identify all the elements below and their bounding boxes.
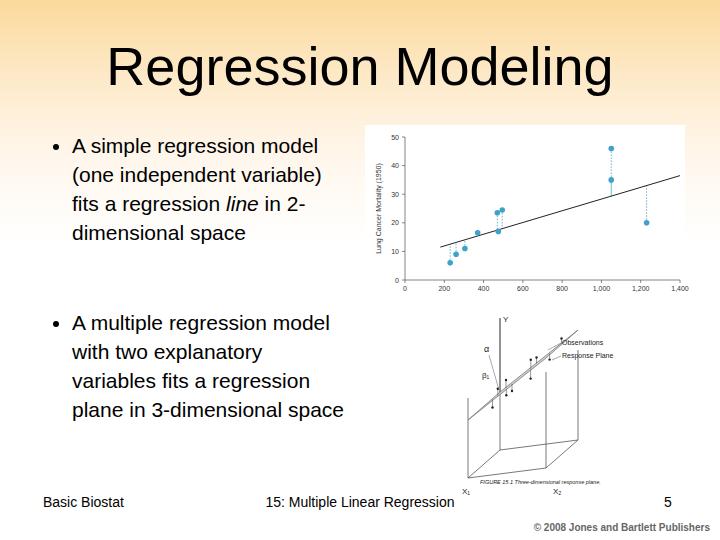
diagram-label: FIGURE 15.1 Three-dimensional response p…: [480, 479, 601, 485]
observation-link: [530, 360, 531, 369]
box-edge: [546, 440, 578, 468]
point: [475, 230, 481, 236]
box-edge: [468, 398, 469, 478]
box-edge: [468, 468, 546, 478]
regression-line: [440, 176, 680, 248]
observation: [535, 356, 537, 358]
x-tick-label: 200: [438, 285, 450, 292]
y-tick: [402, 280, 405, 281]
bullet-list: A simple regression model (one independe…: [72, 131, 344, 247]
observation: [505, 379, 507, 381]
y-tick-label: 30: [391, 191, 399, 198]
y-tick-label: 50: [391, 134, 399, 141]
point: [462, 246, 468, 252]
observation: [511, 390, 513, 392]
y-tick-label: 40: [391, 162, 399, 169]
footer-left: Basic Biostat: [43, 494, 124, 510]
residual: [611, 148, 612, 196]
x-tick: [640, 280, 641, 283]
bullet-text: A multiple regression model with two exp…: [72, 311, 344, 421]
observation: [529, 377, 531, 379]
x-tick: [562, 280, 563, 283]
y-tick: [402, 165, 405, 166]
pointer: [552, 356, 561, 360]
point: [644, 220, 650, 226]
point: [495, 210, 501, 216]
copyright: © 2008 Jones and Bartlett Publishers: [534, 522, 710, 533]
residual: [502, 210, 503, 229]
diagram-label: α: [484, 344, 489, 354]
response-plane-diagram: Yα β₁ Observations Response Plane X₁ X₂ FIGURE…: [462, 315, 613, 496]
y-axis-label: Lung Cancer Mortality (1950): [375, 163, 383, 254]
observation-link: [530, 370, 531, 379]
chart-background: [365, 125, 685, 293]
y-tick-label: 20: [391, 219, 399, 226]
x-tick-label: 800: [556, 285, 568, 292]
slide: {"slide": {"title": "Regression Modeling…: [0, 0, 720, 540]
y-axis: [500, 318, 501, 392]
y-tick-label: 0: [395, 277, 399, 284]
bullet: A multiple regression model with two exp…: [72, 308, 344, 424]
diagram-label: Response Plane: [562, 352, 613, 360]
x-tick-label: 0: [403, 285, 407, 292]
x-tick-label: 400: [478, 285, 490, 292]
pointer: [489, 355, 499, 390]
x-tick-label: 1,400: [671, 285, 689, 292]
y-tick: [402, 251, 405, 252]
point: [453, 251, 459, 257]
box-edge: [546, 372, 547, 468]
bullet-text: line: [226, 192, 259, 215]
diagram-label: X₁: [462, 487, 470, 496]
x2-axis: [500, 440, 578, 450]
y-tick: [402, 194, 405, 195]
bullet: A simple regression model (one independe…: [72, 131, 344, 247]
diagram-label: Y: [503, 315, 509, 324]
y-axis: [405, 137, 406, 280]
x1-axis: [468, 450, 500, 478]
residual: [646, 186, 647, 223]
plot-area: [440, 146, 680, 266]
diagram-label: X₂: [553, 487, 561, 496]
y-tick: [402, 137, 405, 138]
x-tick-label: 1,200: [632, 285, 650, 292]
footer-center: 15: Multiple Linear Regression: [0, 494, 720, 510]
y-tick-label: 10: [391, 248, 399, 255]
page-number: 5: [664, 494, 672, 510]
x-tick-label: 1,000: [593, 285, 611, 292]
bullet-list: A multiple regression model with two exp…: [72, 308, 344, 424]
diagram-label: Observations: [562, 339, 604, 346]
x-tick-label: 600: [517, 285, 529, 292]
x-tick: [601, 280, 602, 283]
point: [608, 146, 614, 152]
point: [496, 229, 502, 235]
x-axis: [405, 280, 680, 281]
point: [499, 207, 505, 213]
pointer: [548, 343, 561, 350]
y-tick: [402, 222, 405, 223]
figures: 0 10 20 30 40 50 0 200 400 600 800 1,000 1,200 1,400 L…: [0, 0, 720, 540]
y-axis: [500, 318, 501, 450]
observation: [548, 358, 550, 360]
x-tick: [405, 280, 406, 283]
observation: [491, 406, 493, 408]
point: [608, 177, 614, 183]
title: Regression Modeling: [0, 34, 720, 98]
observation-link: [506, 380, 507, 388]
observation: [530, 359, 532, 361]
observation: [505, 394, 507, 396]
x-tick: [444, 280, 445, 283]
observation-link: [492, 400, 493, 408]
box-edge: [578, 350, 579, 440]
x-tick: [483, 280, 484, 283]
x-tick: [680, 280, 681, 283]
diagram-label: β₁: [482, 371, 490, 380]
x-tick: [522, 280, 523, 283]
point: [447, 260, 453, 266]
